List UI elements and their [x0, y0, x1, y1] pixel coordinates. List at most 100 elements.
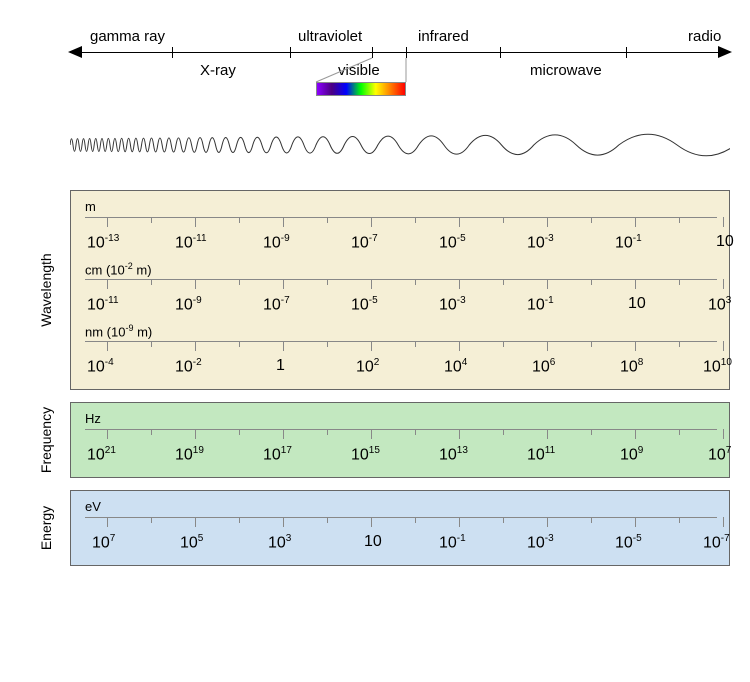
scale-value: 1011 [527, 445, 555, 464]
scale-tick [635, 279, 636, 289]
scale-tick [151, 341, 152, 347]
scale-value: 104 [444, 357, 467, 376]
scale-tick [283, 517, 284, 527]
scale-tick [415, 279, 416, 285]
scale-value: 10-3 [527, 533, 554, 552]
scale-line [85, 341, 717, 342]
scale-tick [151, 279, 152, 285]
scale-tick [195, 279, 196, 289]
scale-value: 10-7 [351, 233, 378, 252]
scale-row: cm (10-2 m)10-1110-910-710-510-310-11010… [71, 259, 729, 321]
scale-tick [679, 279, 680, 285]
unit-label: m [85, 199, 96, 214]
scale-tick [459, 429, 460, 439]
scale-tick [503, 341, 504, 347]
scale-tick [327, 217, 328, 223]
scale-tick [283, 341, 284, 351]
scale-tick [195, 341, 196, 351]
scale-tick [239, 429, 240, 435]
scale-tick [107, 517, 108, 527]
scale-tick [151, 217, 152, 223]
scale-value: 107 [92, 533, 115, 552]
scale-tick [503, 279, 504, 285]
scale-line [85, 429, 717, 430]
panel: m10-1310-1110-910-710-510-310-110cm (10-… [70, 190, 730, 390]
scale-value: 106 [532, 357, 555, 376]
scale-value: 10 [364, 533, 382, 551]
scale-tick [591, 429, 592, 435]
scale-tick [107, 341, 108, 351]
scale-tick [723, 341, 724, 351]
scale-value: 108 [620, 357, 643, 376]
scale-tick [547, 279, 548, 289]
scale-tick [503, 517, 504, 523]
scale-tick [591, 279, 592, 285]
scale-row: eV1071051031010-110-310-510-7 [71, 497, 729, 559]
scale-tick [195, 429, 196, 439]
scale-value: 10-1 [527, 295, 554, 314]
scale-tick [723, 517, 724, 527]
scale-value: 1013 [439, 445, 468, 464]
scale-value: 102 [356, 357, 379, 376]
scale-tick [723, 217, 724, 227]
scale-tick [151, 429, 152, 435]
scale-tick [459, 341, 460, 351]
panel-side-label: Wavelength [38, 253, 54, 326]
scale-tick [723, 279, 724, 289]
scale-value: 1019 [175, 445, 204, 464]
scale-tick [547, 341, 548, 351]
scale-tick [635, 429, 636, 439]
scale-tick [283, 217, 284, 227]
scale-value: 10-11 [175, 233, 207, 252]
scale-value: 1015 [351, 445, 380, 464]
scale-tick [151, 517, 152, 523]
scale-tick [371, 341, 372, 351]
scale-value: 103 [708, 295, 731, 314]
scale-value: 109 [620, 445, 643, 464]
scale-value: 10-5 [439, 233, 466, 252]
scale-tick [415, 341, 416, 347]
panel-side-label: Frequency [38, 407, 54, 473]
scale-tick [283, 279, 284, 289]
scale-tick [635, 217, 636, 227]
scale-line [85, 517, 717, 518]
scale-tick [239, 517, 240, 523]
wave-illustration [70, 115, 730, 175]
scale-value: 10-3 [439, 295, 466, 314]
scale-value: 10-5 [615, 533, 642, 552]
scale-tick [635, 341, 636, 351]
scale-tick [371, 217, 372, 227]
scale-tick [415, 217, 416, 223]
scale-tick [459, 517, 460, 527]
scale-value: 10 [716, 233, 734, 251]
scale-tick [679, 341, 680, 347]
scale-tick [371, 517, 372, 527]
scale-tick [327, 341, 328, 347]
scale-value: 107 [708, 445, 731, 464]
scale-tick [239, 341, 240, 347]
unit-label: Hz [85, 411, 101, 426]
scale-tick [591, 341, 592, 347]
scale-value: 10-3 [527, 233, 554, 252]
unit-label: nm (10-9 m) [85, 323, 152, 339]
scale-tick [459, 217, 460, 227]
scale-row: nm (10-9 m)10-410-211021041061081010 [71, 321, 729, 383]
scale-tick [195, 517, 196, 527]
scale-tick [591, 217, 592, 223]
scale-tick [679, 429, 680, 435]
scale-tick [679, 517, 680, 523]
scale-tick [283, 429, 284, 439]
scale-row: m10-1310-1110-910-710-510-310-110 [71, 197, 729, 259]
scale-value: 1010 [703, 357, 732, 376]
scale-value: 10 [628, 295, 646, 313]
scale-tick [371, 429, 372, 439]
scale-tick [723, 429, 724, 439]
scale-tick [547, 217, 548, 227]
unit-label: eV [85, 499, 101, 514]
scale-value: 10-9 [175, 295, 202, 314]
scale-value: 10-9 [263, 233, 290, 252]
scale-tick [459, 279, 460, 289]
scale-value: 1017 [263, 445, 292, 464]
spectrum-axis: gamma rayultravioletinfraredradio X-rayv… [70, 20, 730, 100]
scale-value: 10-7 [703, 533, 730, 552]
